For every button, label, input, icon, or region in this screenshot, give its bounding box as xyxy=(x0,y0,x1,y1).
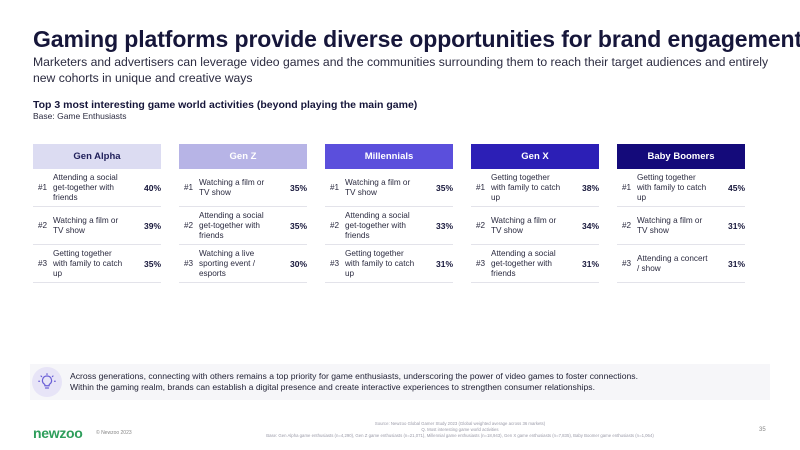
generation-header: Gen Alpha xyxy=(33,144,161,169)
page-title: Gaming platforms provide diverse opportu… xyxy=(33,26,800,52)
callout-text: Across generations, connecting with othe… xyxy=(70,371,638,394)
percentage-value: 31% xyxy=(435,258,453,269)
activity-label: Attending a social get-together with fri… xyxy=(53,172,118,202)
rank-label: #2 xyxy=(476,221,486,230)
percentage-value: 40% xyxy=(143,182,161,193)
activity-label: Getting together with family to catch up xyxy=(637,172,707,202)
generation-column: Millennials #1 Watching a film or TV show 3… xyxy=(325,144,453,283)
activity-row: #2 Watching a film or TV show 39% xyxy=(33,207,161,245)
activity-label: Watching a film or TV show xyxy=(199,177,265,197)
generation-header: Millennials xyxy=(325,144,453,169)
activity-label: Attending a social get-together with fri… xyxy=(199,210,264,240)
generation-column: Gen X #1 Getting together with family to c… xyxy=(471,144,599,283)
footer-source: Source: Newzoo Global Gamer Study 2023 (… xyxy=(200,421,720,439)
percentage-value: 31% xyxy=(727,258,745,269)
activity-label: Attending a social get-together with fri… xyxy=(491,248,556,278)
page-number: 35 xyxy=(759,427,766,433)
activity-row: #1 Attending a social get-together with f… xyxy=(33,169,161,207)
rank-label: #1 xyxy=(38,183,48,192)
activity-row: #1 Watching a film or TV show 35% xyxy=(325,169,453,207)
generation-header: Gen X xyxy=(471,144,599,169)
activity-label: Getting together with family to catch up xyxy=(491,172,561,202)
activity-label: Watching a film or TV show xyxy=(637,215,703,235)
activity-row: #3 Watching a live sporting event / espor… xyxy=(179,245,307,283)
activity-row: #2 Watching a film or TV show 31% xyxy=(617,207,745,245)
chart-base: Base: Game Enthusiasts xyxy=(33,111,127,121)
percentage-value: 35% xyxy=(435,182,453,193)
activity-label: Getting together with family to catch up xyxy=(345,248,415,278)
lightbulb-icon xyxy=(32,367,62,397)
activity-row: #3 Getting together with family to catch … xyxy=(33,245,161,283)
callout-box: Across generations, connecting with othe… xyxy=(30,364,770,400)
percentage-value: 35% xyxy=(289,182,307,193)
rank-label: #2 xyxy=(622,221,632,230)
rank-label: #3 xyxy=(330,259,340,268)
activity-row: #1 Getting together with family to catch … xyxy=(617,169,745,207)
percentage-value: 35% xyxy=(289,220,307,231)
generation-column: Baby Boomers #1 Getting together with fami… xyxy=(617,144,745,283)
activity-row: #1 Watching a film or TV show 35% xyxy=(179,169,307,207)
rank-label: #2 xyxy=(184,221,194,230)
activity-row: #2 Watching a film or TV show 34% xyxy=(471,207,599,245)
percentage-value: 33% xyxy=(435,220,453,231)
generation-column: Gen Z #1 Watching a film or TV show 35% #2 At… xyxy=(179,144,307,283)
percentage-value: 31% xyxy=(581,258,599,269)
copyright-text: © Newzoo 2023 xyxy=(96,430,132,436)
rank-label: #3 xyxy=(38,259,48,268)
callout-line-2: Within the gaming realm, brands can esta… xyxy=(70,382,595,392)
activity-row: #2 Attending a social get-together with f… xyxy=(179,207,307,245)
generation-header: Baby Boomers xyxy=(617,144,745,169)
source-line-1: Source: Newzoo Global Gamer Study 2023 (… xyxy=(374,421,546,426)
activity-label: Watching a film or TV show xyxy=(345,177,411,197)
rank-label: #1 xyxy=(330,183,340,192)
source-line-2: Q. Most interesting game world activitie… xyxy=(421,427,499,432)
activity-row: #3 Getting together with family to catch … xyxy=(325,245,453,283)
percentage-value: 39% xyxy=(143,220,161,231)
activity-label: Watching a live sporting event / esports xyxy=(199,248,255,278)
percentage-value: 34% xyxy=(581,220,599,231)
generation-column: Gen Alpha #1 Attending a social get-togeth… xyxy=(33,144,161,283)
activity-label: Watching a film or TV show xyxy=(53,215,119,235)
rank-label: #3 xyxy=(184,259,194,268)
percentage-value: 38% xyxy=(581,182,599,193)
newzoo-logo: newzoo xyxy=(33,425,83,441)
percentage-value: 30% xyxy=(289,258,307,269)
activity-row: #3 Attending a social get-together with f… xyxy=(471,245,599,283)
activity-label: Attending a concert / show xyxy=(637,253,708,273)
rank-label: #3 xyxy=(622,259,632,268)
chart-title: Top 3 most interesting game world activi… xyxy=(33,99,418,111)
rank-label: #2 xyxy=(330,221,340,230)
activity-row: #2 Attending a social get-together with f… xyxy=(325,207,453,245)
source-line-3: Base: Gen Alpha game enthusiasts (n=4,29… xyxy=(266,433,654,438)
percentage-value: 45% xyxy=(727,182,745,193)
rank-label: #3 xyxy=(476,259,486,268)
percentage-value: 31% xyxy=(727,220,745,231)
percentage-value: 35% xyxy=(143,258,161,269)
activity-label: Watching a film or TV show xyxy=(491,215,557,235)
callout-line-1: Across generations, connecting with othe… xyxy=(70,370,638,381)
rank-label: #1 xyxy=(184,183,194,192)
page-subtitle: Marketers and advertisers can leverage v… xyxy=(33,55,769,85)
activity-label: Getting together with family to catch up xyxy=(53,248,123,278)
rank-label: #1 xyxy=(476,183,486,192)
activity-label: Attending a social get-together with fri… xyxy=(345,210,410,240)
activity-row: #1 Getting together with family to catch … xyxy=(471,169,599,207)
rank-label: #1 xyxy=(622,183,632,192)
generation-header: Gen Z xyxy=(179,144,307,169)
rank-label: #2 xyxy=(38,221,48,230)
activity-row: #3 Attending a concert / show 31% xyxy=(617,245,745,283)
